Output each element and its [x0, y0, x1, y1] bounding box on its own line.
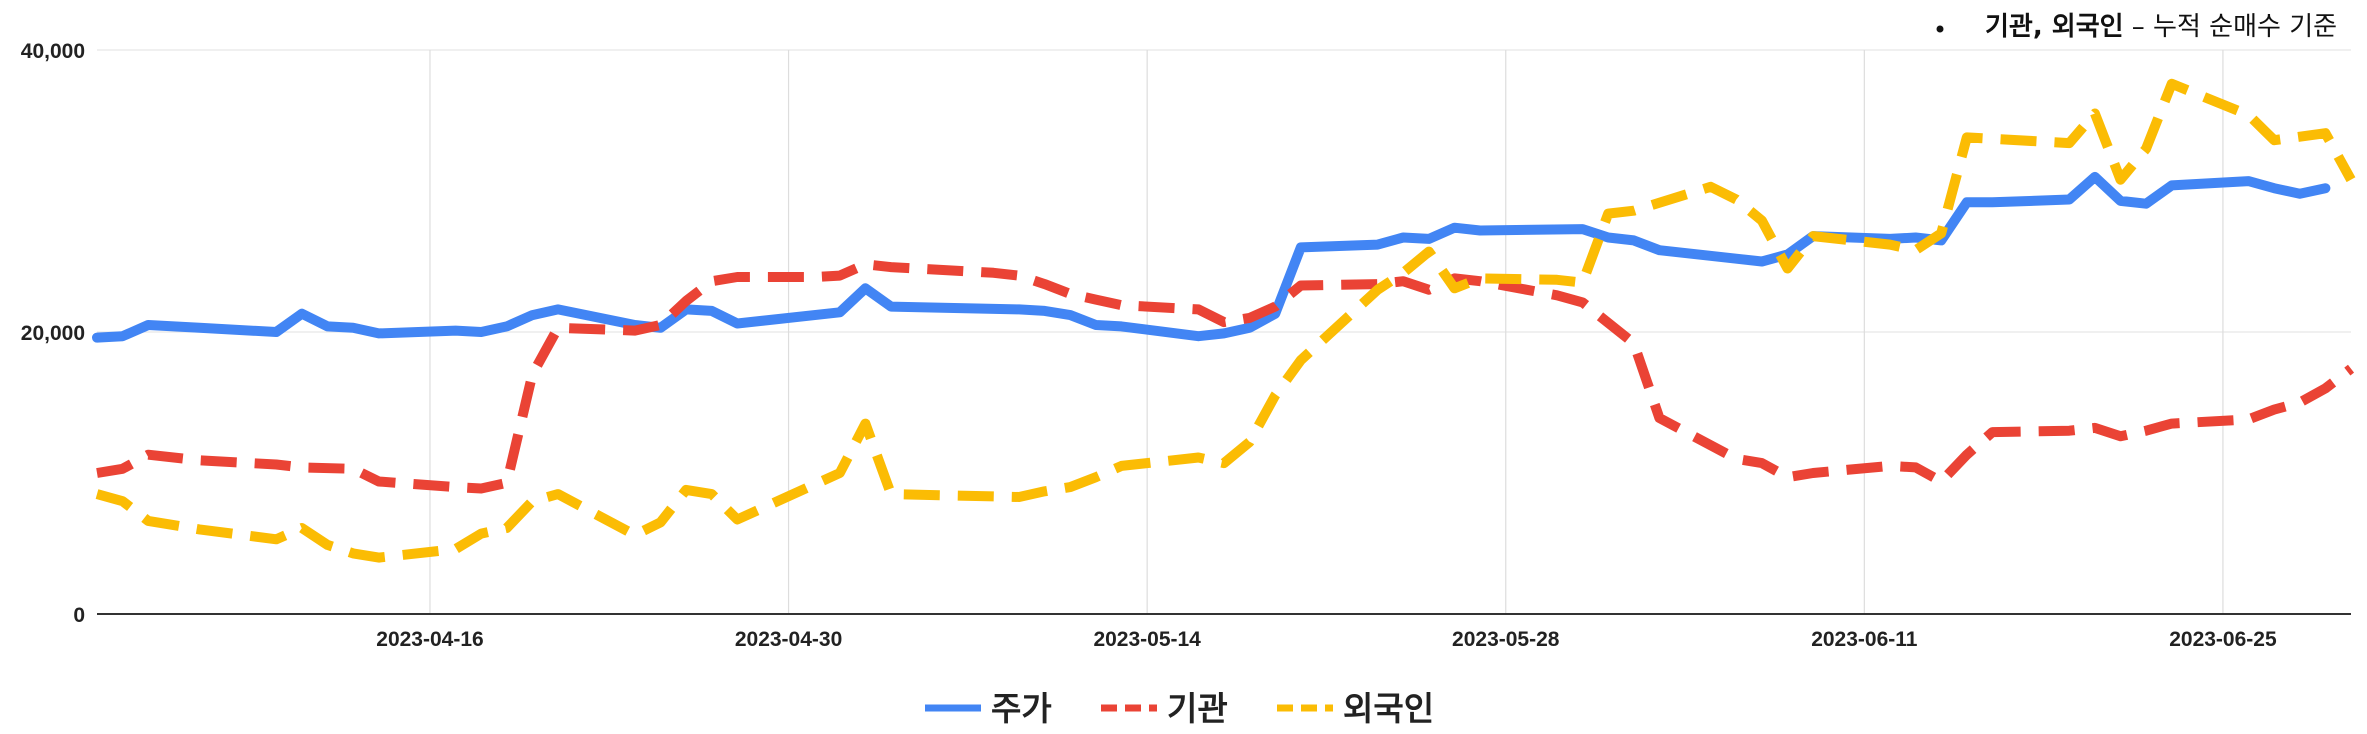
- legend-item: 외국인: [1277, 689, 1434, 728]
- note-text: 기관, 외국인 – 누적 순매수 기준: [1985, 12, 2337, 42]
- x-tick-label: 2023-05-28: [1452, 628, 1560, 651]
- y-tick-label: 0: [73, 604, 85, 627]
- y-axis-labels: 0 20,000 40,000: [21, 40, 85, 627]
- note-rest-text: – 누적 순매수 기준: [2124, 12, 2338, 42]
- x-tick-label: 2023-04-30: [735, 628, 842, 651]
- x-axis-labels: 2023-04-16 2023-04-30 2023-05-14 2023-05-28…: [376, 628, 2277, 651]
- x-tick-label: 2023-06-25: [2169, 628, 2277, 651]
- legend-item: 기관: [1101, 689, 1228, 728]
- x-tick-label: 2023-04-16: [376, 628, 483, 651]
- series-lines: [92, 78, 2356, 563]
- legend-label: 기관: [1167, 689, 1228, 728]
- header-note: 기관, 외국인 – 누적 순매수 기준: [1936, 12, 2337, 42]
- series-line-주가: [92, 171, 2331, 343]
- legend: 주가 기관 외국인: [925, 689, 1434, 728]
- legend-item: 주가: [925, 689, 1052, 728]
- note-bold-text: 기관, 외국인: [1985, 12, 2124, 42]
- y-tick-label: 40,000: [21, 40, 85, 63]
- x-tick-label: 2023-06-11: [1811, 628, 1918, 651]
- legend-label: 주가: [991, 689, 1052, 728]
- y-tick-label: 20,000: [21, 322, 85, 345]
- series-line-외국인: [95, 78, 2356, 563]
- x-tick-label: 2023-05-14: [1093, 628, 1201, 651]
- series-line-기관: [96, 259, 2355, 494]
- legend-label: 외국인: [1343, 689, 1434, 728]
- note-bullet-icon: [1936, 25, 1944, 33]
